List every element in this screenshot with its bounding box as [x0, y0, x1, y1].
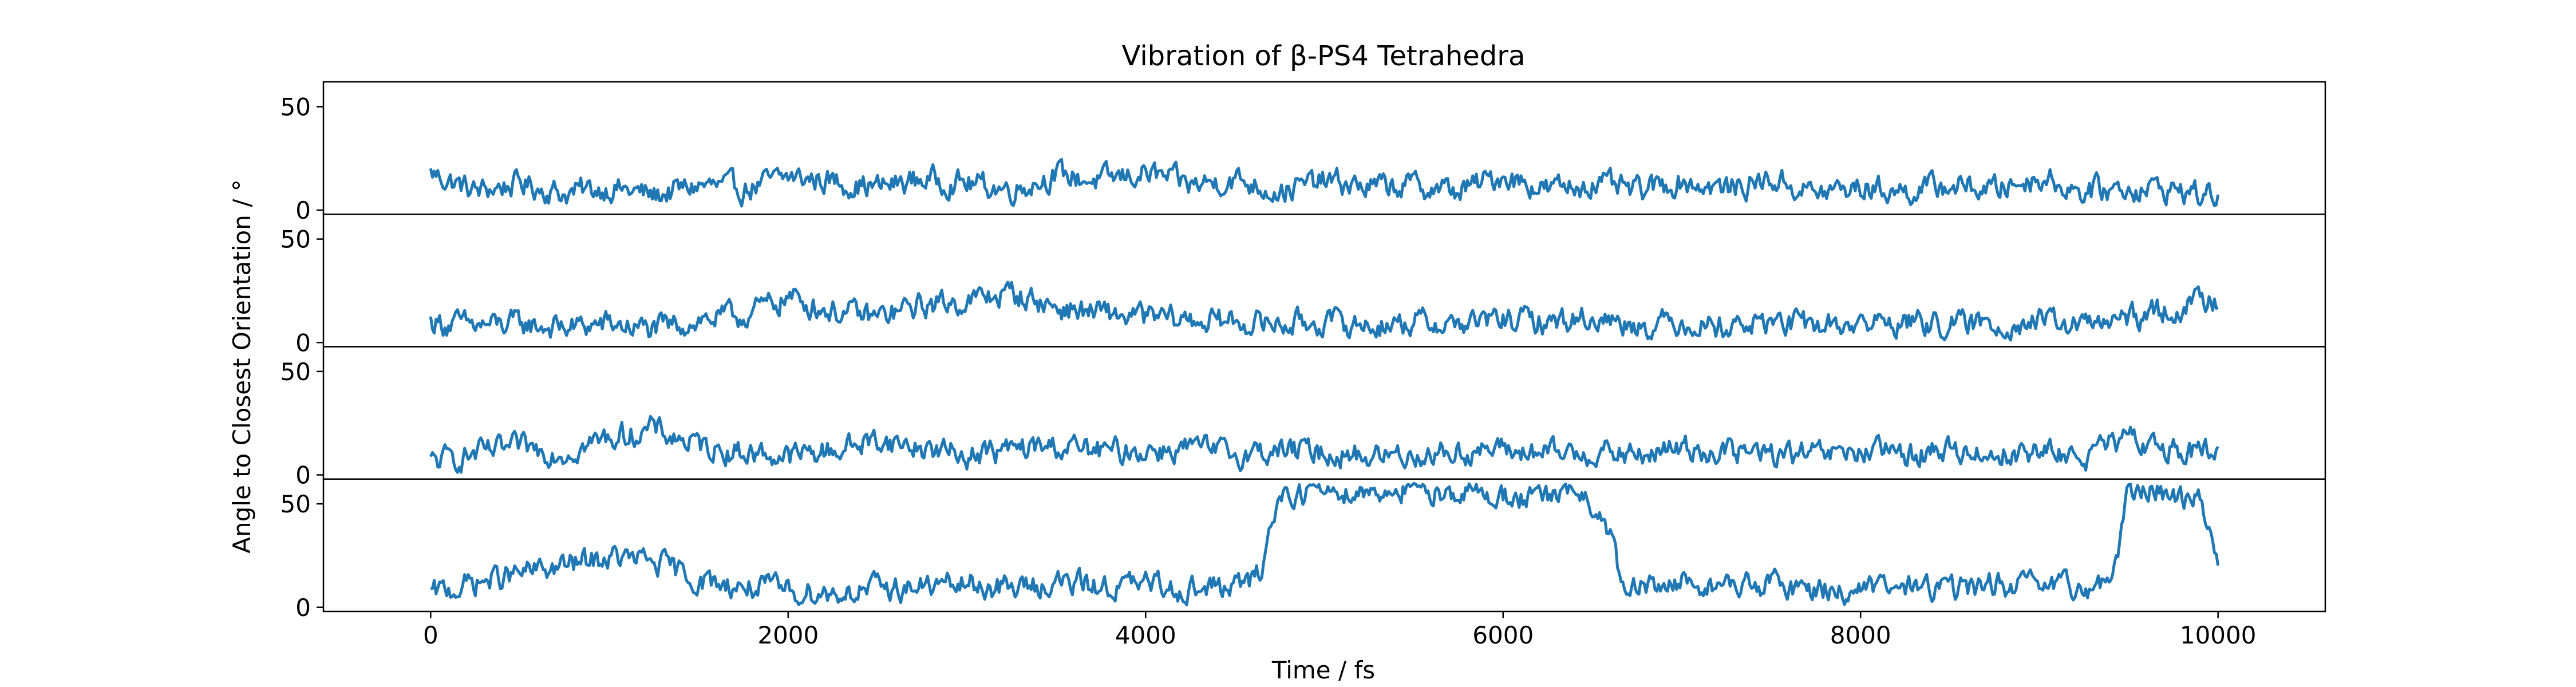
series-line-3 — [429, 414, 2219, 474]
y-tick-label-4-50: 50 — [280, 490, 311, 518]
chart-title: Vibration of β-PS4 Tetrahedra — [1122, 40, 1526, 72]
y-tick-label-3-50: 50 — [280, 358, 311, 386]
panel-4: 0 50 — [280, 478, 2326, 622]
x-axis-label: Time / fs — [1271, 656, 1375, 684]
series-line-1 — [429, 157, 2220, 208]
x-tick-label-8000: 8000 — [1830, 621, 1891, 649]
series-line-2 — [429, 281, 2219, 342]
panel-frame-4 — [322, 478, 2326, 613]
y-axis-label: Angle to Closest Orientation / ° — [228, 179, 256, 553]
y-tick-label-2-0: 0 — [295, 329, 311, 357]
y-tick-label-1-50: 50 — [280, 93, 311, 121]
x-tick-label-10000: 10000 — [2180, 621, 2257, 649]
y-tick-label-1-0: 0 — [295, 196, 311, 224]
x-tick-label-4000: 4000 — [1115, 621, 1176, 649]
y-tick-label-4-0: 0 — [295, 594, 311, 622]
x-axis: 0 2000 4000 6000 8000 10000 — [423, 611, 2256, 649]
x-tick-label-6000: 6000 — [1472, 621, 1534, 649]
x-tick-label-2000: 2000 — [757, 621, 819, 649]
x-tick-label-0: 0 — [423, 621, 438, 649]
y-tick-label-3-0: 0 — [295, 461, 311, 489]
y-tick-label-2-50: 50 — [280, 226, 311, 254]
series-line-4 — [430, 481, 2220, 607]
